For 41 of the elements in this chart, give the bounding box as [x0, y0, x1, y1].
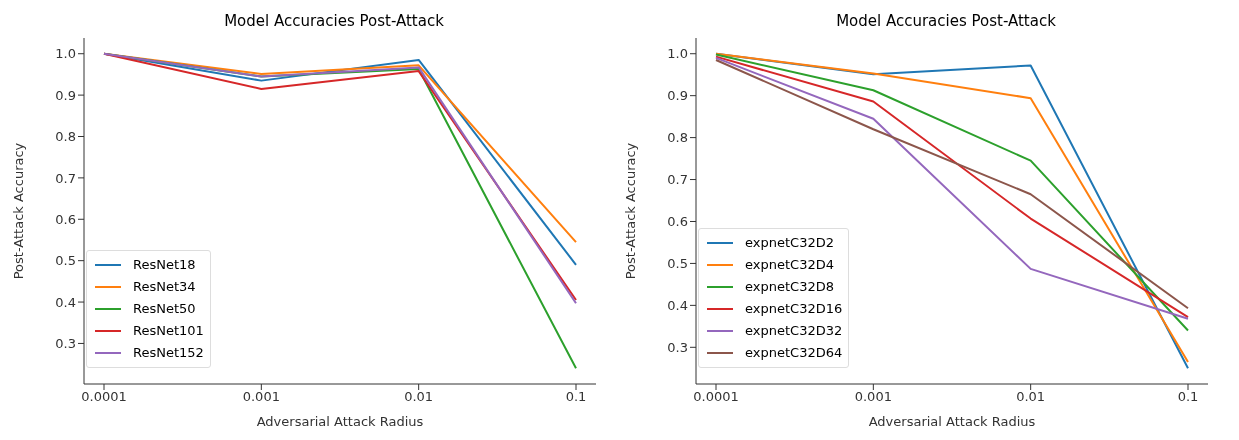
x-tick-label: 0.0001 [81, 389, 127, 405]
y-tick-label: 0.5 [55, 253, 76, 269]
legend-label: ResNet50 [133, 300, 196, 318]
chart-title: Model Accuracies Post-Attack [223, 12, 445, 30]
legend-label: ResNet101 [133, 322, 204, 340]
y-tick-label: 0.8 [667, 130, 688, 146]
y-tick-label: 0.6 [55, 211, 76, 227]
y-tick-label: 0.4 [667, 297, 688, 313]
x-tick-label: 0.1 [1177, 389, 1199, 405]
legend-label: ResNet152 [133, 344, 204, 362]
y-tick-label: 0.5 [667, 256, 688, 272]
y-tick-label: 0.9 [55, 87, 76, 103]
x-axis-title: Adversarial Attack Radius [256, 414, 424, 429]
x-tick-label: 0.001 [242, 389, 280, 405]
y-tick-label: 1.0 [667, 46, 688, 62]
legend-label: expnetC32D8 [745, 278, 834, 296]
y-tick-label: 0.8 [55, 129, 76, 145]
legend-label: ResNet34 [133, 278, 196, 296]
y-tick-label: 0.7 [55, 170, 76, 186]
legend-label: expnetC32D4 [745, 256, 834, 274]
x-axis-title: Adversarial Attack Radius [868, 414, 1036, 429]
x-tick-label: 0.01 [404, 389, 434, 405]
legend-label: ResNet18 [133, 256, 196, 274]
x-tick-label: 0.0001 [693, 389, 739, 405]
y-tick-label: 1.0 [55, 46, 76, 62]
x-tick-label: 0.001 [854, 389, 892, 405]
x-tick-label: 0.01 [1016, 389, 1046, 405]
y-tick-label: 0.3 [667, 339, 688, 355]
y-tick-label: 0.4 [55, 294, 76, 310]
x-tick-label: 0.1 [565, 389, 587, 405]
chart-title: Model Accuracies Post-Attack [835, 12, 1057, 30]
y-tick-label: 0.7 [667, 172, 688, 188]
legend-label: expnetC32D2 [745, 234, 834, 252]
legend-label: expnetC32D16 [745, 300, 843, 318]
y-tick-label: 0.6 [667, 214, 688, 230]
y-tick-label: 0.9 [667, 88, 688, 104]
legend-label: expnetC32D32 [745, 322, 843, 340]
legend-label: expnetC32D64 [745, 344, 843, 362]
y-tick-label: 0.3 [55, 336, 76, 352]
y-axis-title: Post-Attack Accuracy [622, 142, 638, 280]
y-axis-title: Post-Attack Accuracy [10, 142, 26, 280]
